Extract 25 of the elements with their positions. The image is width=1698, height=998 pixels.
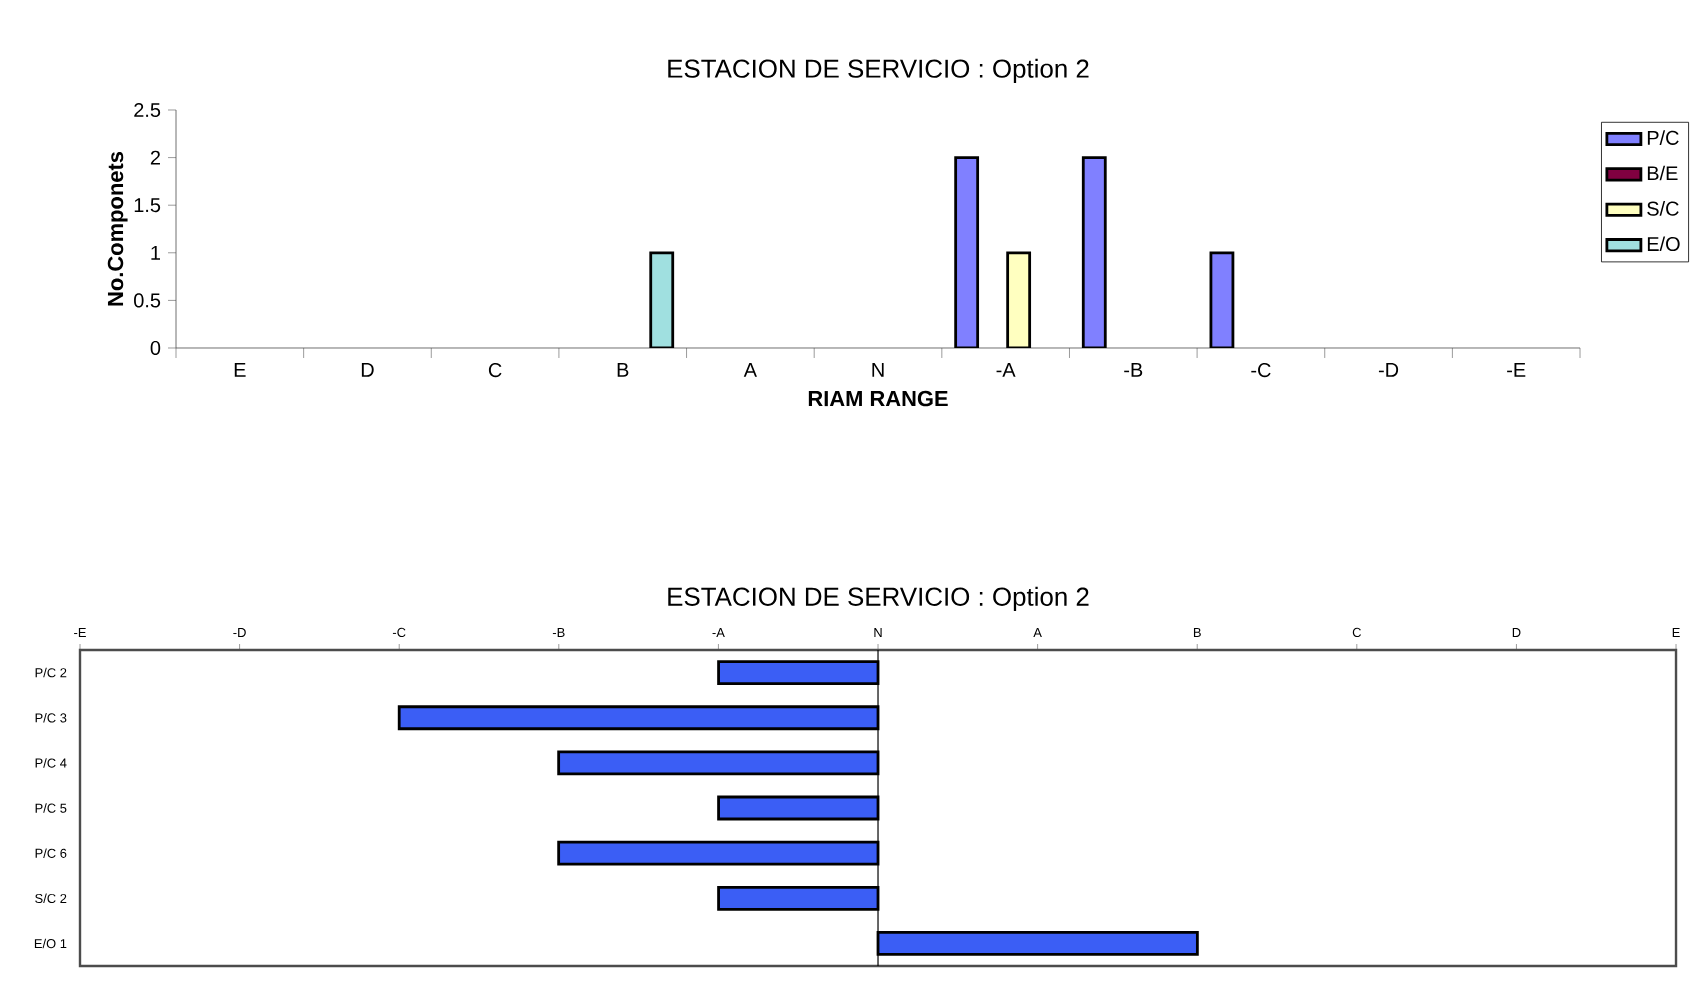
legend-label: B/E: [1647, 165, 1678, 181]
y-tick-label: 1.5: [134, 198, 161, 213]
legend-label: P/C: [1647, 130, 1679, 145]
y-tick-label: 2.5: [134, 102, 161, 118]
x-tick-label: -D: [1378, 363, 1399, 377]
x-tick-label: C: [488, 363, 502, 378]
x-tick-label: A: [743, 363, 757, 377]
x-tick-label: B: [617, 363, 629, 377]
x-tick-label: N: [872, 363, 884, 377]
y-tick-label: 0.5: [134, 293, 161, 308]
x-tick-label: -B: [1124, 363, 1143, 377]
x-axis-title: RIAM RANGE: [808, 390, 948, 407]
x-tick-label: -A: [996, 363, 1016, 377]
y-tick-label: 1: [151, 245, 160, 260]
y-tick-label: 2: [150, 150, 160, 165]
chart-title: ESTACION DE SERVICIO : Option 2: [668, 58, 1089, 83]
chart-title: ESTACION DE SERVICIO : Option 2: [668, 586, 1089, 612]
y-tick-label: 0: [150, 340, 161, 356]
legend-label: S/C: [1647, 201, 1679, 216]
x-tick-label: -C: [1251, 363, 1271, 378]
x-tick-label: -E: [1507, 363, 1526, 377]
x-tick-label: E: [234, 363, 246, 377]
legend-label: E/O: [1647, 236, 1680, 252]
x-tick-label: D: [361, 363, 374, 377]
y-axis-title: No.Componets: [107, 151, 128, 306]
